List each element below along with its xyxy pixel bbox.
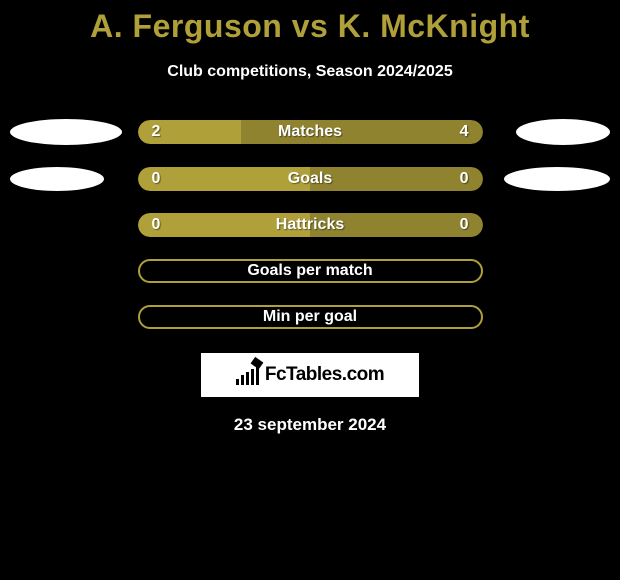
left-ellipse: [10, 167, 104, 191]
stat-bar: 0 Hattricks 0: [138, 213, 483, 237]
right-ellipse: [516, 119, 610, 145]
right-value: 0: [460, 170, 469, 188]
left-side: [0, 167, 138, 191]
stat-bar: 2 Matches 4: [138, 120, 483, 144]
stat-label: Matches: [278, 123, 342, 141]
date-label: 23 september 2024: [0, 415, 620, 435]
left-side: [0, 119, 138, 145]
stat-row: Goals per match: [0, 259, 620, 283]
stat-row: 0 Hattricks 0: [0, 213, 620, 237]
left-value: 0: [152, 216, 161, 234]
right-side: [483, 119, 620, 145]
right-value: 4: [460, 123, 469, 141]
stat-row: Min per goal: [0, 305, 620, 329]
logo-text: FcTables.com: [265, 364, 384, 386]
stat-label: Goals per match: [247, 262, 372, 280]
left-value: 2: [152, 123, 161, 141]
stat-label: Min per goal: [263, 308, 357, 326]
page-title: A. Ferguson vs K. McKnight: [0, 0, 620, 45]
source-logo[interactable]: FcTables.com: [201, 353, 419, 397]
stat-bar: 0 Goals 0: [138, 167, 483, 191]
left-value: 0: [152, 170, 161, 188]
stat-row: 2 Matches 4: [0, 119, 620, 145]
bar-segment-right: [310, 167, 483, 191]
stat-row: 0 Goals 0: [0, 167, 620, 191]
subtitle: Club competitions, Season 2024/2025: [0, 63, 620, 81]
logo-chart-icon: [236, 365, 259, 385]
stat-label: Hattricks: [276, 216, 344, 234]
right-ellipse: [504, 167, 610, 191]
right-side: [483, 167, 620, 191]
bar-segment-left: [138, 167, 311, 191]
stat-label: Goals: [288, 170, 332, 188]
right-value: 0: [460, 216, 469, 234]
comparison-widget: A. Ferguson vs K. McKnight Club competit…: [0, 0, 620, 580]
stat-bar: Goals per match: [138, 259, 483, 283]
left-ellipse: [10, 119, 122, 145]
stat-bar: Min per goal: [138, 305, 483, 329]
stats-list: 2 Matches 4 0 Goals 0 0 Hattricks 0 Goals per mat…: [0, 119, 620, 329]
